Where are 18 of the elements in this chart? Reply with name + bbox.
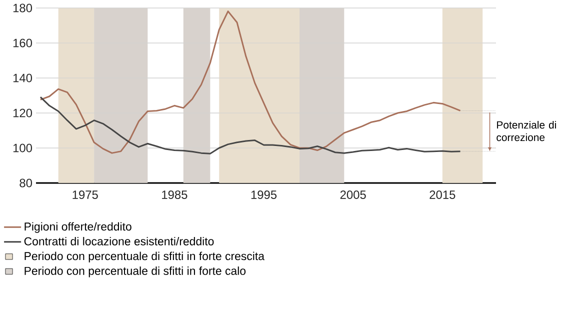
x-tick-label: 2015 [430,190,456,199]
annotation: Potenziale di correzione [496,120,556,142]
y-tick-label: 120 [13,108,32,118]
x-tick-label: 1985 [162,190,188,199]
line-series [40,10,462,154]
legend-label: Periodo con percentuale di sfitti in forte crescita [24,252,264,262]
y-tick-label: 100 [13,144,32,152]
x-tick-label: 1995 [251,190,277,199]
line-series [40,96,462,154]
y-tick-label: 140 [13,74,32,82]
legend-label: Contratti di locazione esistenti/reddito [24,236,214,246]
legend-label: Pigioni offerte/reddito [24,222,132,233]
x-tick-label: 1975 [72,190,98,199]
y-tick-label: 180 [13,4,32,12]
y-tick-label: 160 [13,38,32,48]
x-tick-label: 2005 [340,190,366,199]
y-tick-label: 80 [20,178,32,188]
legend-label: Periodo con percentuale di sfitti in forte calo [24,266,246,278]
